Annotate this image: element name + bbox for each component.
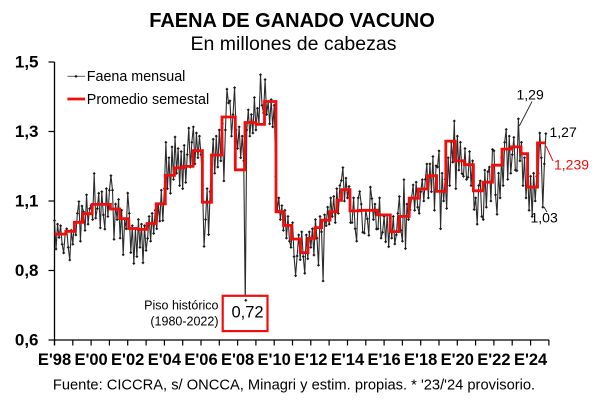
svg-text:1,03: 1,03	[531, 210, 558, 226]
svg-text:E'02: E'02	[111, 351, 144, 369]
svg-text:E'00: E'00	[74, 351, 107, 369]
svg-text:1,5: 1,5	[15, 53, 39, 72]
svg-text:E'24: E'24	[514, 351, 548, 369]
svg-text:E'08: E'08	[221, 351, 254, 369]
svg-text:E'18: E'18	[404, 351, 437, 369]
svg-text:Piso histórico: Piso histórico	[144, 299, 218, 313]
svg-text:E'16: E'16	[367, 351, 400, 369]
svg-text:1,29: 1,29	[517, 87, 544, 103]
svg-text:0,6: 0,6	[15, 331, 39, 350]
svg-text:E'20: E'20	[441, 351, 474, 369]
svg-text:E'10: E'10	[258, 351, 291, 369]
svg-text:FAENA DE GANADO VACUNO: FAENA DE GANADO VACUNO	[149, 10, 435, 32]
svg-text:En millones de cabezas: En millones de cabezas	[191, 33, 397, 55]
svg-text:0,8: 0,8	[15, 261, 39, 280]
svg-text:E'14: E'14	[331, 351, 365, 369]
svg-text:1,239: 1,239	[554, 157, 589, 173]
svg-text:Faena mensual: Faena mensual	[87, 69, 186, 85]
svg-text:Fuente: CICCRA, s/ ONCCA, Mina: Fuente: CICCRA, s/ ONCCA, Minagri y esti…	[53, 378, 535, 394]
svg-text:1,1: 1,1	[15, 192, 39, 211]
svg-text:Promedio semestal: Promedio semestal	[87, 92, 209, 108]
svg-text:E'12: E'12	[294, 351, 327, 369]
svg-text:E'04: E'04	[148, 351, 182, 369]
svg-text:0,72: 0,72	[232, 304, 264, 322]
svg-text:1,27: 1,27	[550, 124, 577, 140]
svg-text:E'06: E'06	[184, 351, 217, 369]
svg-text:E'22: E'22	[477, 351, 510, 369]
svg-text:(1980-2022): (1980-2022)	[150, 315, 218, 329]
svg-text:1,3: 1,3	[15, 122, 39, 141]
svg-text:E'98: E'98	[38, 351, 71, 369]
